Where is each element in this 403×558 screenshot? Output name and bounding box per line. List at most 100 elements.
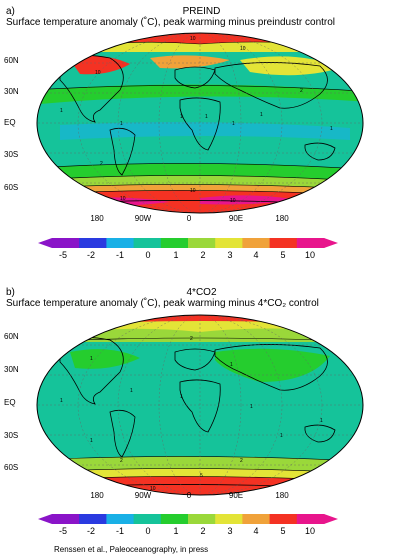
colorbar-min-arrow	[38, 238, 52, 248]
clabel-a-1: 10	[240, 46, 246, 52]
tropics-cool-a	[60, 122, 350, 140]
atlantic-warm-a	[150, 55, 230, 69]
lon-label-90w-a: 90W	[134, 214, 152, 223]
asia-warm-a	[240, 56, 340, 76]
clabel-b-1: 1	[230, 362, 233, 368]
colorbar-cell	[160, 514, 189, 524]
colorbar-cell	[242, 514, 271, 524]
clabel-b-9: 2	[120, 458, 123, 464]
clabel-a-5: 1	[180, 114, 183, 120]
colorbar-cell	[106, 514, 135, 524]
panel-a-subtitle: Surface temperature anomaly (˚C), peak w…	[6, 17, 336, 28]
clabel-a-6: 1	[205, 114, 208, 120]
cb-label-b-6: 3	[227, 526, 233, 536]
panel-b-map: 1 1 1 1 1 1 1 1 1 2 2 2 5 5 5 10	[36, 314, 364, 496]
clabel-b-8: 1	[280, 433, 283, 439]
colorbar-cell	[215, 238, 243, 248]
cb-label-b-9: 10	[304, 526, 316, 536]
clabel-b-0: 1	[90, 356, 93, 362]
panel-a-label: a)	[6, 6, 15, 17]
colorbar-cell	[133, 238, 162, 248]
cb-label-b-1: -2	[86, 526, 96, 536]
lat-label-60n-b: 60N	[4, 332, 19, 341]
colorbar-cell	[79, 514, 107, 524]
clabel-a-4: 1	[120, 121, 123, 127]
colorbar-a	[38, 238, 338, 248]
namerica-hot-a	[70, 55, 130, 75]
clabel-a-7: 1	[232, 121, 235, 127]
cb-label-a-8: 5	[280, 250, 286, 260]
cb-label-b-7: 4	[253, 526, 259, 536]
cb-label-b-4: 1	[173, 526, 179, 536]
lat-label-30s-a: 30S	[4, 150, 19, 159]
lat-label-eq-b: EQ	[4, 398, 16, 407]
colorbar-cell	[296, 238, 325, 248]
colorbar-a-cells	[38, 238, 338, 248]
cb-label-b-3: 0	[145, 526, 151, 536]
clabel-b-2: 1	[60, 398, 63, 404]
lat-label-eq-a: EQ	[4, 118, 16, 127]
lon-label-180w-b: 180	[90, 491, 104, 500]
colorbar-max-arrow	[324, 514, 338, 524]
lon-label-0-a: 0	[186, 214, 192, 223]
panel-b-title: 4*CO2	[186, 287, 217, 298]
cb-label-a-5: 2	[200, 250, 206, 260]
colorbar-b-cells	[38, 514, 338, 524]
clabel-a-16: 10	[190, 188, 196, 194]
colorbar-cell	[160, 238, 189, 248]
lat-label-30n-a: 30N	[4, 87, 19, 96]
cb-label-a-3: 0	[145, 250, 151, 260]
lon-label-90w-b: 90W	[134, 491, 152, 500]
colorbar-b	[38, 514, 338, 524]
cb-label-b-8: 5	[280, 526, 286, 536]
colorbar-cell	[52, 514, 80, 524]
panel-a: a) PREIND Surface temperature anomaly (˚…	[0, 0, 403, 268]
colorbar-cell	[296, 514, 325, 524]
cb-label-a-1: -2	[86, 250, 96, 260]
colorbar-min-arrow	[38, 514, 52, 524]
colorbar-cell	[188, 238, 216, 248]
sh-hot-2-a	[200, 195, 300, 205]
clabel-b-10: 2	[240, 458, 243, 464]
cb-label-a-6: 3	[227, 250, 233, 260]
cb-label-b-2: -1	[115, 526, 125, 536]
graticule-b	[37, 315, 363, 495]
lat-label-60s-a: 60S	[4, 183, 19, 192]
lat-label-60s-b: 60S	[4, 463, 19, 472]
panel-a-title: PREIND	[182, 6, 221, 17]
lon-label-180e-a: 180	[275, 214, 289, 223]
sh-band-5-b	[37, 476, 363, 495]
panel-a-map: 10 10 10 1 1 1 1 1 1 1 2 2 5 5 10 10 10 …	[36, 32, 364, 214]
cb-label-a-0: -5	[58, 250, 68, 260]
clabel-b-5: 1	[250, 404, 253, 410]
colorbar-cell	[79, 238, 107, 248]
lat-label-30n-b: 30N	[4, 365, 19, 374]
clabel-b-4: 1	[180, 394, 183, 400]
lat-label-30s-b: 30S	[4, 431, 19, 440]
clabel-a-13: 5	[320, 186, 323, 192]
cb-label-b-5: 2	[200, 526, 206, 536]
credit-line: Renssen et al., Paleoceanography, in pre…	[54, 545, 209, 554]
panel-b: b) 4*CO2 Surface temperature anomaly (˚C…	[0, 282, 403, 544]
colorbar-cell	[269, 514, 298, 524]
lon-label-180w-a: 180	[90, 214, 104, 223]
lon-label-90e-a: 90E	[228, 214, 244, 223]
clabel-b-7: 1	[90, 438, 93, 444]
clabel-a-0: 10	[190, 36, 196, 42]
lon-label-180e-b: 180	[275, 491, 289, 500]
clabel-b-15: 10	[150, 486, 156, 492]
cb-label-a-7: 4	[253, 250, 259, 260]
map-border-a	[36, 32, 364, 214]
panel-b-subtitle: Surface temperature anomaly (˚C), peak w…	[6, 298, 319, 309]
clabel-b-11: 2	[190, 336, 193, 342]
colorbar-cell	[242, 238, 271, 248]
clabel-b-6: 1	[320, 418, 323, 424]
clabel-a-11: 2	[300, 88, 303, 94]
cb-label-b-0: -5	[58, 526, 68, 536]
clabel-a-8: 1	[330, 126, 333, 132]
cb-label-a-9: 10	[304, 250, 316, 260]
clabel-b-3: 1	[130, 388, 133, 394]
nh-band-a	[40, 84, 363, 104]
clabel-a-9: 1	[260, 112, 263, 118]
clabel-a-10: 2	[100, 161, 103, 167]
